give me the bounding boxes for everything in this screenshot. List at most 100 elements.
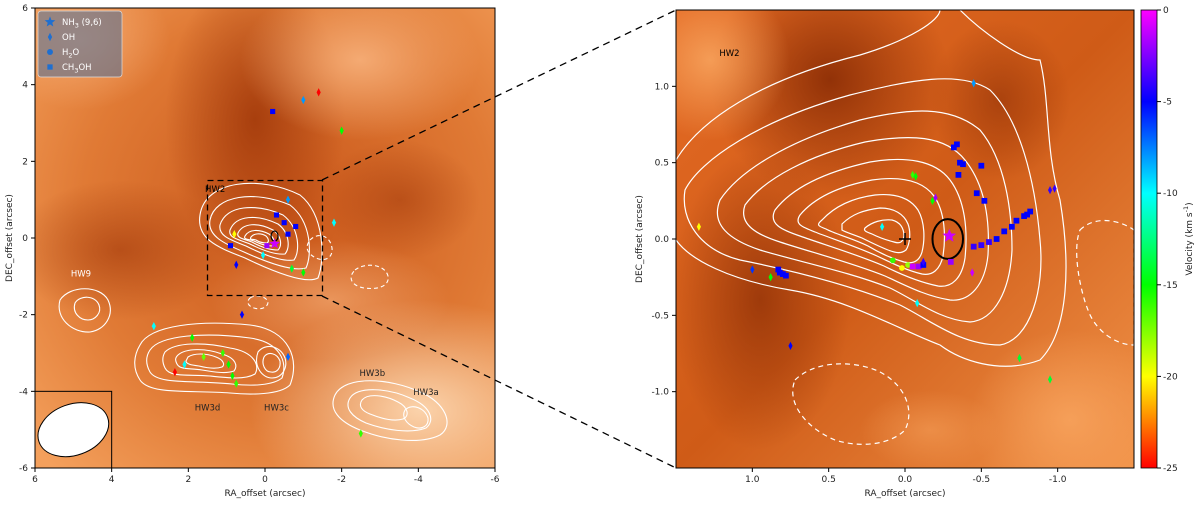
right-maser-point [768, 273, 773, 282]
left-ytick-label: -4 [19, 387, 28, 397]
colorbar-tick-label: -25 [1163, 464, 1178, 474]
right-maser-point [986, 239, 992, 245]
left-maser-point [285, 231, 291, 237]
left-ylabel: DEC_offset (arcsec) [5, 194, 15, 282]
left-maser-point [230, 371, 235, 381]
legend-diamond-icon [47, 32, 53, 42]
left-maser-point [264, 243, 270, 249]
right-maser-point [915, 263, 922, 270]
colorbar-ticks: 0 -5 -10 -15 -20 -25 [1157, 6, 1178, 474]
left-maser-point [234, 260, 239, 269]
right-maser-point [1047, 185, 1053, 195]
left-map-background [35, 8, 495, 468]
left-maser-point [226, 360, 231, 369]
left-maser-point [281, 220, 287, 226]
right-ytick-label: 0.5 [655, 159, 669, 169]
right-maser-point [776, 269, 783, 276]
right-xtick-label: 0.0 [898, 475, 913, 485]
right-maser-point [1052, 184, 1057, 193]
zoom-connector-top [321, 9, 677, 181]
left-region-label: HW3b [360, 369, 386, 379]
right-maser-point [1021, 213, 1027, 219]
left-ytick-label: -6 [19, 464, 28, 474]
left-ticks: 6 6 4 4 2 2 0 0 -2 -2 -4 -4 -6 -6 [19, 4, 500, 485]
right-maser-point [696, 222, 701, 231]
left-region-label: HW2 [205, 185, 225, 195]
right-ytick-label: 0.0 [655, 235, 670, 245]
right-maser-point [1013, 217, 1020, 224]
right-maser-point [788, 341, 793, 351]
left-xtick-label: -4 [414, 475, 423, 485]
right-overlay [696, 79, 1057, 384]
colorbar [1140, 9, 1158, 469]
right-maser-point [942, 228, 957, 242]
right-maser-point [930, 196, 935, 205]
right-xtick-label: -0.5 [973, 475, 991, 485]
legend-star-icon [44, 16, 56, 27]
right-maser-point [1047, 375, 1053, 384]
left-maser-point [151, 322, 156, 331]
left-maser-point [301, 268, 306, 277]
right-ytick-label: -1.0 [651, 388, 669, 398]
left-xtick-label: -6 [491, 475, 500, 485]
left-maser-point [201, 352, 206, 361]
right-maser-point [779, 271, 786, 277]
left-xtick-label: 2 [185, 475, 191, 485]
legend-label: OH [62, 33, 75, 43]
right-ytick-label: 1.0 [655, 82, 670, 92]
legend-label: H2O [62, 48, 80, 60]
left-maser-point [316, 88, 321, 97]
left-maser-point [232, 230, 237, 239]
left-region-label: HW3a [413, 388, 438, 398]
right-maser-point [1027, 208, 1034, 215]
left-maser-point [289, 264, 294, 273]
left-maser-point [301, 95, 306, 105]
right-maser-point [913, 172, 918, 181]
right-maser-point [910, 170, 915, 180]
left-region-label: HW3c [264, 404, 289, 414]
left-ytick-label: 2 [22, 157, 28, 167]
left-ytick-label: 4 [22, 81, 28, 91]
right-maser-point [783, 272, 789, 279]
right-maser-point [954, 141, 960, 148]
source-ellipse [931, 218, 965, 260]
right-maser-point [880, 222, 885, 231]
beam-box [35, 390, 113, 468]
left-maser-point [190, 333, 195, 342]
left-maser-point [227, 243, 234, 249]
left-xtick-label: 0 [262, 475, 268, 485]
right-maser-point [971, 79, 976, 88]
right-region-label: HW2 [719, 49, 739, 59]
legend-label: CH3OH [62, 63, 92, 75]
left-maser-point [285, 352, 291, 361]
left-maser-point [293, 223, 299, 230]
left-ytick-label: 0 [22, 234, 28, 244]
right-maser-point [978, 162, 985, 169]
colorbar-label: Velocity (km s-1) [1182, 202, 1195, 275]
right-maser-point [899, 265, 905, 271]
left-maser-point [269, 238, 280, 249]
right-maser-point [993, 236, 1000, 242]
colorbar-tick-label: -15 [1163, 281, 1178, 291]
left-overlay [35, 88, 363, 468]
left-contours [58, 182, 448, 441]
zoom-box [206, 179, 324, 297]
left-ytick-label: -2 [19, 311, 28, 321]
colorbar-tick-label: 0 [1163, 6, 1169, 16]
right-xtick-label: 1.0 [745, 475, 760, 485]
left-region-label: HW9 [71, 269, 91, 279]
right-xtick-label: -1.0 [1049, 475, 1067, 485]
center-cross [899, 233, 911, 245]
right-maser-point [1017, 353, 1022, 363]
legend-box [37, 10, 123, 78]
left-xtick-label: -2 [337, 475, 346, 485]
left-maser-point [239, 310, 245, 319]
left-xlabel: RA_offset (arcsec) [224, 489, 305, 499]
left-maser-point [273, 212, 280, 218]
left-region-label: HW3d [195, 404, 221, 414]
colorbar-tick-label: -10 [1163, 189, 1178, 199]
legend-square-icon [47, 64, 53, 70]
left-maser-point [358, 429, 363, 438]
right-maser-point [933, 193, 938, 202]
zoom-connector-bottom [321, 295, 677, 469]
